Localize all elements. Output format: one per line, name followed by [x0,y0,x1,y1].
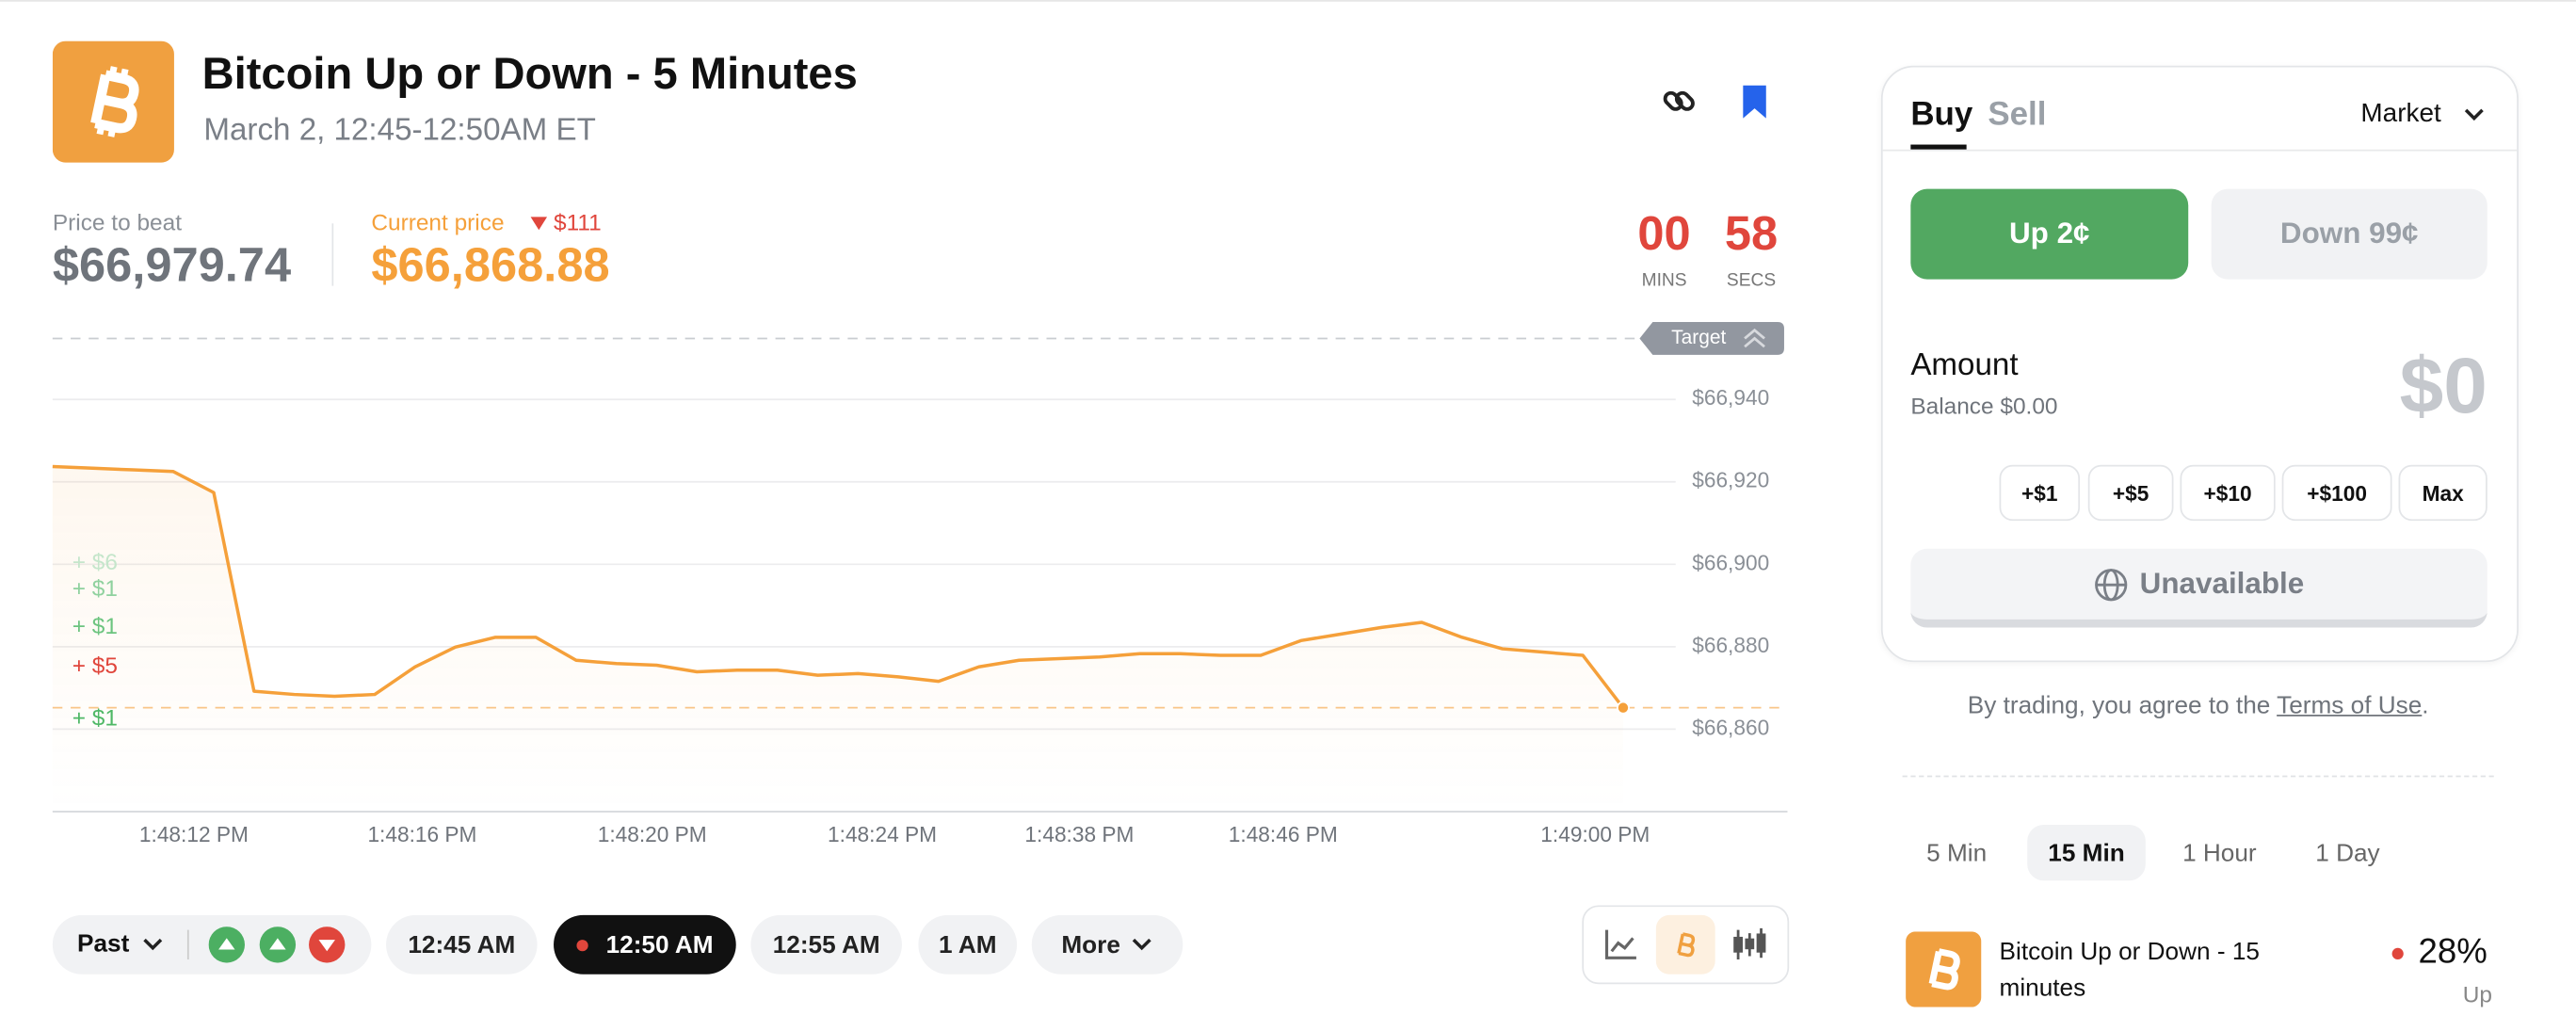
price-chart: Target $66,940 $66,920 $66,900 $66,880 $66,8… [52,322,1788,846]
target-badge [1639,322,1784,355]
live-dot [576,939,588,951]
tab-underline [1910,144,1967,150]
bookmark-icon[interactable] [1740,84,1769,120]
divider [331,223,334,286]
price-to-beat: $66,979.74 [52,239,292,293]
unavailable-label: Unavailable [2139,566,2305,600]
buy-tab[interactable]: Buy [1910,96,1973,134]
seconds-label: SECS [1726,270,1777,291]
trade-label: + $5 [72,653,118,679]
current-price: $66,868.88 [371,239,610,293]
x-tick-label: 1:48:20 PM [598,822,707,846]
terms-prefix: By trading, you agree to the [1967,691,2278,720]
price-change: $111 [554,208,602,235]
price-to-beat-label: Price to beat [52,208,183,235]
quick-amount[interactable]: Max [2398,464,2487,522]
quick-amount[interactable]: +$5 [2087,464,2174,522]
x-tick-label: 1:48:12 PM [139,822,249,846]
price-line [52,464,1625,709]
y-tick-label: $66,860 [1692,715,1769,739]
x-tick-label: 1:48:38 PM [1024,822,1134,846]
trade-label: + $1 [72,576,118,602]
trade-label: + $6 [72,550,118,575]
chevron-down [143,938,163,951]
related-title[interactable]: Bitcoin Up or Down - 15 minutes [1999,938,2260,1003]
seconds: 58 [1724,208,1779,262]
trade-label: + $1 [72,706,118,732]
minutes: 00 [1637,208,1691,262]
minutes-label: MINS [1641,270,1687,291]
sell-tab[interactable]: Sell [1988,96,2047,134]
time-button[interactable]: 12:45 AM [386,914,538,975]
down-triangle [530,217,548,231]
quick-amount[interactable]: +$100 [2281,464,2392,522]
y-tick-label: $66,880 [1692,633,1769,657]
globe-icon [2095,568,2129,601]
order-card [1880,65,2519,663]
link-icon[interactable] [1659,82,1699,121]
timeframe-tab-active[interactable]: 15 Min [2027,824,2146,881]
timeframe-tab[interactable]: 5 Min [1926,838,1988,867]
chevron [1744,328,1765,348]
market-subtitle: March 2, 12:45-12:50AM ET [203,113,596,149]
x-tick-label: 1:49:00 PM [1540,822,1650,846]
terms-suffix: . [2422,691,2429,720]
target-label: Target [1671,327,1726,348]
y-tick-label: $66,900 [1692,550,1769,574]
time-button-active[interactable]: 12:50 AM [554,914,736,975]
order-type[interactable]: Market [2360,100,2441,129]
chevron-down [1132,938,1151,951]
related-outcome: Up [2462,980,2493,1007]
time-button[interactable]: 1 AM [918,914,1018,975]
bitcoin-icon [52,40,174,163]
chart-type-group [1582,905,1790,985]
amount-value[interactable]: $0 [2399,343,2487,431]
more-label: More [1061,930,1120,959]
time-button[interactable]: 12:55 AM [750,914,902,975]
y-tick-label: $66,920 [1692,468,1769,492]
candlestick-icon[interactable] [1730,925,1769,964]
x-tick-label: 1:48:24 PM [828,822,937,846]
past-results [208,926,346,963]
quick-amount[interactable]: +$1 [1999,464,2081,522]
market-title: Bitcoin Up or Down - 5 Minutes [201,49,858,99]
terms-link[interactable]: Terms of Use [2277,691,2423,720]
divider [1882,149,2518,152]
unavailable-button: Unavailable [1910,548,2487,628]
price-area [52,466,1623,812]
amount-label: Amount [1910,347,2019,383]
current-price-label: Current price [371,208,505,235]
chevron-down [2464,108,2484,121]
line-chart-icon[interactable] [1602,925,1641,964]
up-button[interactable]: Up 2¢ [1910,188,2189,280]
top-border [0,0,2576,2]
current-price-dot [1616,701,1630,715]
more-button[interactable]: More [1031,914,1183,975]
timeframe-tab[interactable]: 1 Hour [2182,838,2257,867]
bitcoin-chart-icon [1677,932,1696,958]
terms-text: By trading, you agree to the Terms of Us… [1881,692,2516,720]
quick-amount[interactable]: +$10 [2180,464,2276,522]
related-percent: 28% [2418,933,2487,972]
past-label[interactable]: Past [77,929,130,959]
x-tick-label: 1:48:46 PM [1229,822,1338,846]
balance: Balance $0.00 [1910,393,2058,419]
y-tick-label: $66,940 [1692,385,1769,410]
live-dot [2391,947,2404,960]
trade-label: + $1 [72,614,118,639]
x-tick-label: 1:48:16 PM [367,822,476,846]
divider [1902,775,2494,778]
related-icon[interactable] [1906,931,1982,1007]
time-label: 12:50 AM [605,930,714,959]
timeframe-tab[interactable]: 1 Day [2315,838,2380,867]
divider [186,929,189,960]
down-button[interactable]: Down 99¢ [2211,188,2487,280]
